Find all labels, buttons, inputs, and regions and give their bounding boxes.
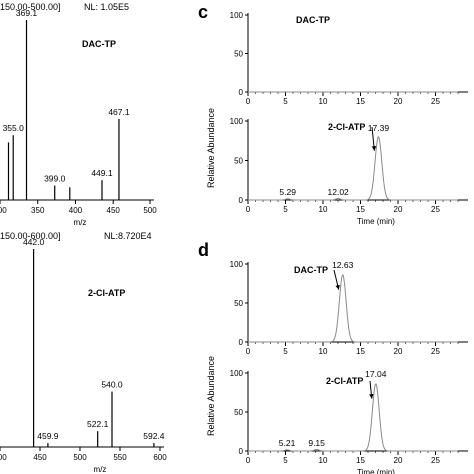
mass-spectrum-bottom: 150.00-600.00]NL:8.720E42-Cl-ATP35040045… [0, 231, 167, 474]
chrom-x-tick-label: 25 [431, 205, 440, 214]
ms-peak-label: 369.1 [16, 8, 38, 18]
chrom-x-tick-label: 15 [356, 205, 365, 214]
chrom-arrow-head [369, 394, 374, 399]
ms-tick-label: 400 [69, 206, 83, 215]
chrom-x-tick-label: 0 [246, 205, 251, 214]
ms-header-range: 150.00-500.00] [0, 2, 61, 12]
ms-peak-label: 540.0 [101, 380, 123, 390]
chrom-x-tick-label: 20 [394, 97, 403, 106]
chrom-x-tick-label: 20 [394, 456, 403, 465]
chrom-arrow-head [335, 284, 340, 290]
chrom-peak-label: 5.29 [279, 187, 296, 197]
chrom-peak-label: 5.21 [279, 438, 296, 448]
ms-tick-label: 500 [73, 453, 87, 462]
chrom-x-tick-label: 5 [283, 205, 288, 214]
chrom-peak-label: 17.04 [365, 369, 387, 379]
ms-tick-label: 450 [33, 453, 47, 462]
chrom-y-tick-label: 100 [230, 11, 244, 20]
chrom-x-tick-label: 25 [431, 97, 440, 106]
chrom-x-tick-label: 10 [319, 347, 328, 356]
ms-tick-label: 300 [0, 206, 7, 215]
chrom-peak-label: 17.39 [368, 123, 390, 133]
chrom-arrow-head [371, 146, 377, 151]
chrom-x-tick-label: 5 [283, 347, 288, 356]
chrom-y-tick-label: 50 [234, 408, 243, 417]
ms-tick-label: 450 [107, 206, 121, 215]
ms-tick-label: 500 [143, 206, 157, 215]
ms-xlabel: m/z [74, 218, 87, 227]
chrom-xlabel: Time (min) [357, 468, 395, 474]
chrom-xlabel: Time (min) [357, 217, 395, 226]
chromatogram-c-bottom: 0 50 100 0 5 10 15 20 25 Time (min) 2-Cl-ATP 17.39 5… [230, 117, 468, 226]
chrom-x-tick-label: 0 [246, 97, 251, 106]
chrom-x-tick-label: 5 [283, 456, 288, 465]
ms-tick-label: 350 [31, 206, 45, 215]
panel-letter-c: c [198, 2, 208, 22]
chrom-x-tick-label: 10 [319, 97, 328, 106]
chrom-compound-label: 2-Cl-ATP [326, 376, 363, 386]
ms-nl-label: NL:8.720E4 [104, 231, 152, 241]
chrom-y-tick-label: 100 [230, 260, 244, 269]
chrom-y-tick-label: 0 [239, 338, 244, 347]
chrom-compound-label: DAC-TP [296, 15, 330, 25]
ms-xlabel: m/z [94, 465, 107, 474]
ms-nl-label: NL: 1.05E5 [84, 2, 129, 12]
d-ylabel: Relative Abundance [206, 356, 216, 436]
ms-compound-label: 2-Cl-ATP [88, 288, 125, 298]
chrom-x-tick-label: 15 [356, 456, 365, 465]
chrom-peak-label: 12.63 [332, 260, 354, 270]
chrom-x-tick-label: 25 [431, 456, 440, 465]
c-ylabel: Relative Abundance [206, 108, 216, 188]
chrom-y-tick-label: 0 [239, 196, 244, 205]
ms-peak-label: 399.0 [44, 174, 66, 184]
ms-peak-label: 522.1 [87, 419, 109, 429]
ms-peak-label: 592.4 [143, 431, 165, 441]
chrom-x-tick-label: 15 [356, 97, 365, 106]
chrom-peak-label: 12.02 [328, 187, 350, 197]
panel-letter-d: d [198, 240, 209, 260]
mass-spectrum-top: 150.00-500.00]NL: 1.05E5DAC-TP5030035040… [0, 2, 157, 227]
chromatogram-d-top: 0 50 100 0 5 10 15 20 25 DAC-TP 12.63 [230, 260, 468, 356]
chrom-y-tick-label: 50 [234, 299, 243, 308]
chrom-x-tick-label: 10 [319, 205, 328, 214]
ms-peak-label: 459.9 [37, 431, 59, 441]
ms-tick-label: 550 [113, 453, 127, 462]
chrom-y-tick-label: 0 [239, 88, 244, 97]
chrom-x-tick-label: 20 [394, 347, 403, 356]
chrom-x-tick-label: 20 [394, 205, 403, 214]
ms-tick-label: 600 [153, 453, 167, 462]
chrom-compound-label: DAC-TP [294, 265, 328, 275]
chrom-trace [248, 274, 458, 343]
ms-peak-label: 355.0 [3, 123, 25, 133]
chrom-x-tick-label: 10 [319, 456, 328, 465]
chrom-x-tick-label: 0 [246, 456, 251, 465]
chrom-y-tick-label: 50 [234, 157, 243, 166]
chrom-y-tick-label: 0 [239, 447, 244, 456]
chrom-x-tick-label: 15 [356, 347, 365, 356]
ms-header-range: 150.00-600.00] [0, 231, 61, 241]
ms-tick-label: 400 [0, 453, 7, 462]
chrom-y-tick-label: 50 [234, 50, 243, 59]
ms-compound-label: DAC-TP [82, 39, 116, 49]
chrom-x-tick-label: 0 [246, 347, 251, 356]
chrom-trace [248, 383, 458, 452]
chrom-peak-label: 9.15 [308, 438, 325, 448]
chrom-x-tick-label: 25 [431, 347, 440, 356]
ms-peak-label: 442.0 [23, 237, 45, 247]
chromatogram-c-top: 0 50 100 0 5 10 15 20 25 DAC-TP [230, 11, 468, 106]
chrom-y-tick-label: 100 [230, 117, 244, 126]
chrom-x-tick-label: 5 [283, 97, 288, 106]
chrom-trace [248, 136, 458, 201]
chrom-compound-label: 2-Cl-ATP [328, 122, 365, 132]
chrom-y-tick-label: 100 [230, 369, 244, 378]
ms-peak-label: 467.1 [108, 107, 130, 117]
ms-peak-label: 449.1 [91, 168, 113, 178]
